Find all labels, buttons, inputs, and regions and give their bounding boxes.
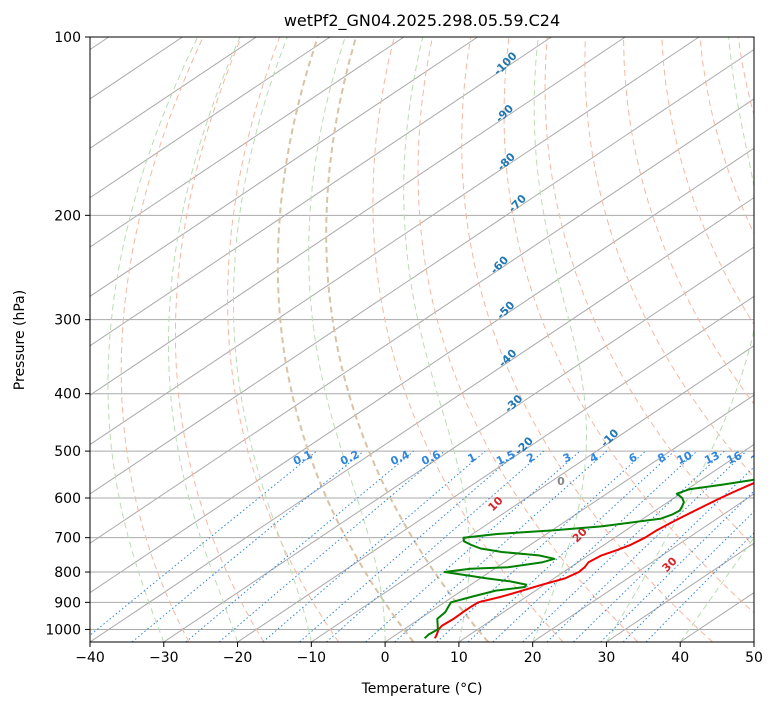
- mixing-ratio-label: 20: [749, 449, 769, 467]
- y-tick-label: 500: [54, 444, 81, 460]
- mixing-ratio-line: [645, 532, 754, 642]
- axes: −40 −30 −20 −10 0 10 20 30 40 5010020030040050060…: [45, 30, 763, 666]
- y-tick-label: 400: [54, 387, 81, 403]
- y-tick-label: 300: [54, 313, 81, 329]
- isotherm-line: [90, 37, 478, 298]
- y-tick-label: 800: [54, 565, 81, 581]
- y-axis-label: Pressure (hPa): [12, 290, 28, 390]
- isotherm-line: [90, 37, 700, 446]
- moist-adiabat-line: [679, 536, 754, 642]
- dry-adiabat-line: [325, 37, 489, 642]
- temperature-trace: [434, 481, 754, 639]
- y-tick-label: 1000: [45, 622, 81, 638]
- chart-title: wetPf2_GN04.2025.298.05.59.C24: [284, 11, 560, 31]
- isotherm-line: [90, 37, 257, 149]
- mixing-ratio-label: 10: [675, 449, 695, 467]
- mixing-ratio-line: [622, 510, 754, 642]
- mixing-ratio-line: [299, 450, 520, 642]
- moist-adiabat-line: [403, 37, 470, 642]
- isotherm-line: [163, 246, 754, 642]
- x-tick-label: −10: [297, 650, 327, 666]
- moist-adiabat-line: [308, 37, 386, 642]
- y-tick-label: 700: [54, 531, 81, 547]
- dry-adiabat-line: [227, 37, 340, 642]
- mixing-ratio-line: [467, 450, 675, 642]
- x-tick-label: 30: [598, 650, 616, 666]
- dry-adiabat-line: [503, 37, 754, 614]
- background-lines: [90, 37, 754, 642]
- moist-adiabat-line: [107, 37, 199, 642]
- mixing-ratio-line: [522, 450, 725, 642]
- dry-adiabat-line: [417, 37, 639, 642]
- plot-frame: [89, 36, 755, 643]
- mixing-ratio-line: [218, 450, 445, 642]
- mixing-ratio-line: [365, 450, 581, 642]
- x-tick-label: 50: [745, 650, 763, 666]
- isotherm-line: [384, 394, 754, 642]
- isotherm-line: [458, 443, 754, 642]
- dry-adiabat-line: [661, 37, 754, 326]
- x-tick-label: −40: [75, 650, 105, 666]
- isotherm-line: [532, 493, 754, 642]
- dry-adiabat-line: [584, 37, 754, 478]
- y-tick-label: 200: [54, 208, 81, 224]
- mixing-ratio-line: [394, 450, 608, 642]
- isotherm-line: [311, 345, 754, 642]
- moist-adiabat-line: [233, 37, 312, 642]
- y-tick-label: 100: [54, 30, 81, 46]
- mixing-ratio-line: [185, 450, 415, 642]
- x-axis-label: Temperature (°C): [361, 681, 483, 697]
- mixing-ratio-label: 16: [725, 449, 745, 467]
- isotherm-line: [90, 147, 754, 594]
- x-tick-label: 0: [381, 650, 390, 666]
- dewpoint-trace: [423, 478, 754, 640]
- y-tick-label: 900: [54, 595, 81, 611]
- dry-adiabat-line: [461, 37, 714, 642]
- mixing-ratio-line: [600, 490, 754, 642]
- mixing-ratio-line: [131, 450, 364, 642]
- isotherm-line: [90, 37, 626, 396]
- x-tick-label: −20: [223, 650, 253, 666]
- x-tick-label: 40: [671, 650, 689, 666]
- mixing-ratio-label: 13: [702, 449, 721, 467]
- mixing-ratio-line: [546, 450, 747, 642]
- isotherm-line: [90, 37, 552, 347]
- isotherm-line: [237, 295, 754, 642]
- x-tick-label: −30: [149, 650, 179, 666]
- wetbulb-zero-label: 0: [557, 475, 565, 488]
- isotherm-line: [90, 197, 754, 642]
- moist-adiabat-line: [532, 37, 587, 642]
- moist-adiabat-line: [168, 37, 241, 642]
- isotherm-line: [90, 37, 405, 248]
- isotherm-line: [90, 98, 754, 544]
- profile-traces: [423, 478, 754, 640]
- y-tick-label: 600: [54, 491, 81, 507]
- isotherm-line: [90, 48, 754, 495]
- dry-adiabat-line: [276, 37, 415, 642]
- x-tick-label: 20: [524, 650, 542, 666]
- x-tick-label: 10: [450, 650, 468, 666]
- dry-adiabat-line: [372, 37, 564, 642]
- dry-adiabat-line: [120, 37, 204, 642]
- isotherm-line: [90, 37, 331, 199]
- mixing-ratio-line: [90, 450, 318, 636]
